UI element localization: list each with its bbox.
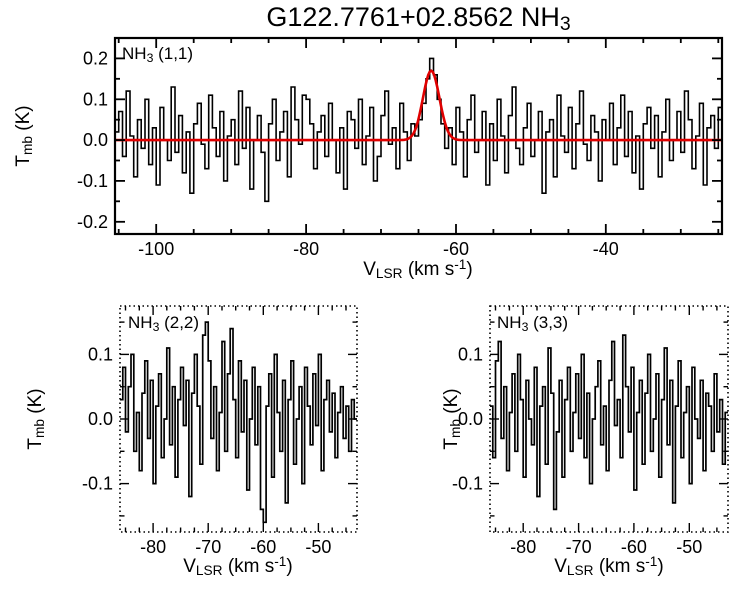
ylabel-t: T xyxy=(25,438,46,450)
label-suffix: (2,2) xyxy=(159,313,200,332)
x-tick-label: -60 xyxy=(443,239,469,259)
spectrum-histogram xyxy=(115,57,722,203)
x-tick-label: -80 xyxy=(140,537,166,557)
label-subscript: 3 xyxy=(152,319,160,334)
x-tick-label: -50 xyxy=(676,537,702,557)
xlabel-lsr-subscript: LSR xyxy=(195,563,223,578)
xlabel-exponent: -1 xyxy=(454,256,467,272)
x-tick-label: -70 xyxy=(195,537,221,557)
ylabel-units: (K) xyxy=(441,388,462,419)
x-axis-label-bottom-right-panel: VLSR (km s-1) xyxy=(554,553,664,578)
ylabel-t: T xyxy=(13,155,34,167)
panel-2-border xyxy=(489,305,729,533)
ylabel-mb-subscript: mb xyxy=(32,419,47,438)
panel-label-nh3-22: NH3 (2,2) xyxy=(128,313,200,334)
y-axis-label-top-panel: Tmb (K) xyxy=(13,105,35,166)
panel-1-tick-labels: -80 -70 -60 -50 0.1 0.0 -0.1 xyxy=(82,344,331,557)
y-tick-label: 0.0 xyxy=(88,409,113,429)
y-tick-label: 0.2 xyxy=(83,48,108,68)
y-axis-label-bottom-left-panel: Tmb (K) xyxy=(25,388,47,449)
xlabel-v: V xyxy=(554,556,567,577)
ylabel-t: T xyxy=(441,438,462,450)
figure-title-text: G122.7761+02.8562 NH xyxy=(266,2,560,32)
xlabel-units: (km s xyxy=(402,259,455,280)
x-tick-label: -40 xyxy=(593,239,619,259)
y-axis-label-bottom-right-panel: Tmb (K) xyxy=(441,388,463,449)
x-tick-label: -70 xyxy=(566,537,592,557)
y-tick-label: 0.1 xyxy=(458,344,483,364)
y-tick-label: -0.1 xyxy=(452,474,483,494)
xlabel-lsr-subscript: LSR xyxy=(566,563,594,578)
spectrum-histogram xyxy=(490,334,728,511)
xlabel-units: (km s xyxy=(222,556,275,577)
panel-label-nh3-11: NH3 (1,1) xyxy=(122,44,194,65)
label-suffix: (3,3) xyxy=(528,313,569,332)
y-tick-label: 0.0 xyxy=(458,409,483,429)
x-axis-label-top-panel: VLSR (km s-1) xyxy=(363,256,473,281)
label-text: NH xyxy=(497,313,522,332)
x-tick-label: -50 xyxy=(305,537,331,557)
x-axis-label-bottom-left-panel: VLSR (km s-1) xyxy=(183,553,293,578)
x-tick-label: -60 xyxy=(621,537,647,557)
label-subscript: 3 xyxy=(521,319,529,334)
xlabel-close-paren: ) xyxy=(657,556,664,577)
figure-title: G122.7761+02.8562 NH3 xyxy=(115,2,722,36)
xlabel-close-paren: ) xyxy=(286,556,293,577)
label-text: NH xyxy=(128,313,153,332)
y-tick-label: -0.1 xyxy=(82,474,113,494)
gaussian-fit-curve xyxy=(115,69,722,142)
panel-label-nh3-33: NH3 (3,3) xyxy=(497,313,569,334)
xlabel-v: V xyxy=(363,259,376,280)
x-tick-label: -80 xyxy=(293,239,319,259)
panel-2-tick-labels: -80 -70 -60 -50 0.1 0.0 -0.1 xyxy=(452,344,702,557)
xlabel-close-paren: ) xyxy=(466,259,473,280)
label-suffix: (1,1) xyxy=(153,44,194,63)
spectrum-histogram xyxy=(120,321,357,524)
figure-title-subscript: 3 xyxy=(559,13,571,36)
y-tick-label: 0.0 xyxy=(83,130,108,150)
xlabel-units: (km s xyxy=(593,556,646,577)
ylabel-units: (K) xyxy=(25,388,46,419)
panel-0-border xyxy=(113,36,724,236)
panel-1-data-layer xyxy=(120,321,357,524)
y-tick-label: 0.1 xyxy=(83,89,108,109)
panel-0-tick-labels: -100 -80 -60 -40 0.2 0.1 0.0 -0.1 -0.2 xyxy=(77,48,619,259)
x-tick-label: -100 xyxy=(138,239,174,259)
x-tick-label: -80 xyxy=(510,537,536,557)
xlabel-exponent: -1 xyxy=(645,553,658,569)
ylabel-mb-subscript: mb xyxy=(448,419,463,438)
ylabel-units: (K) xyxy=(13,105,34,136)
xlabel-v: V xyxy=(183,556,196,577)
panel-1-border xyxy=(119,305,358,533)
y-tick-label: 0.1 xyxy=(88,344,113,364)
panel-0-data-layer xyxy=(115,57,722,203)
y-tick-label: -0.1 xyxy=(77,171,108,191)
label-subscript: 3 xyxy=(146,50,154,65)
panel-2-data-layer xyxy=(490,334,728,511)
y-tick-label: -0.2 xyxy=(77,212,108,232)
x-tick-label: -60 xyxy=(250,537,276,557)
xlabel-exponent: -1 xyxy=(274,553,287,569)
ylabel-mb-subscript: mb xyxy=(20,136,35,155)
label-text: NH xyxy=(122,44,147,63)
xlabel-lsr-subscript: LSR xyxy=(375,266,403,281)
